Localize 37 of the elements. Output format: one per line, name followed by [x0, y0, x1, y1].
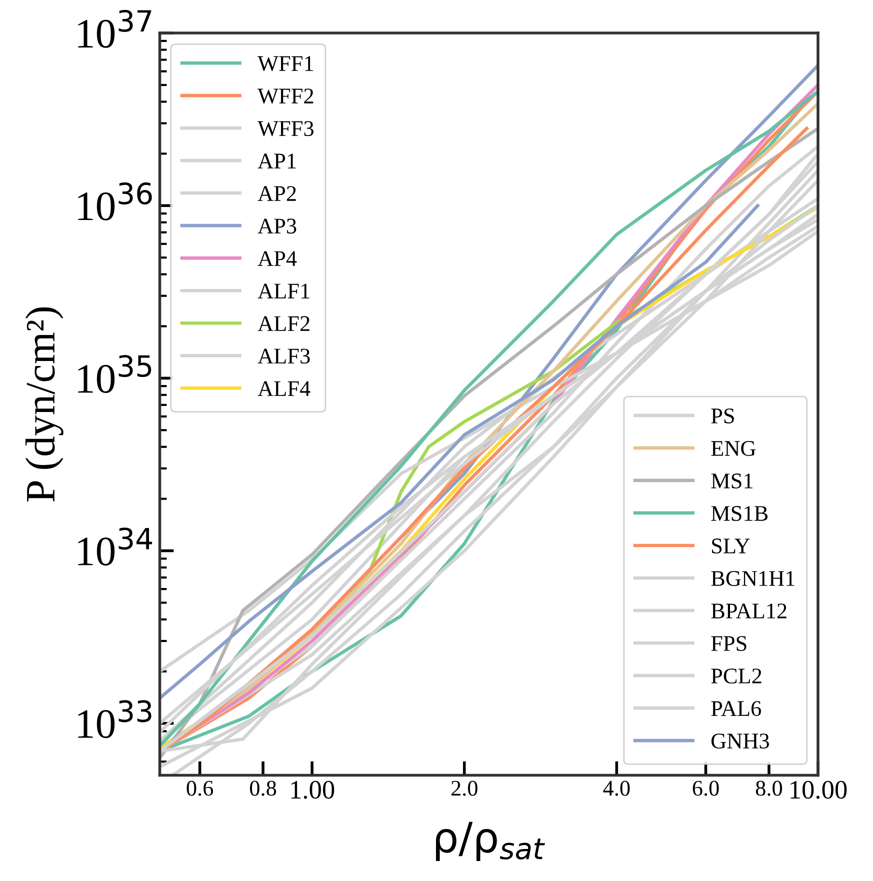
legend-label: ENG	[711, 441, 756, 456]
legend-label: ALF4	[258, 381, 310, 396]
x-tick-label: 2.0	[451, 780, 478, 796]
y-tick-label: 10$^{33}$	[78, 700, 152, 738]
y-tick-label: 10$^{36}$	[78, 182, 152, 220]
x-tick-label: 0.6	[186, 780, 214, 796]
legend-label: ALF1	[258, 284, 310, 298]
legend-label: ALF2	[258, 316, 310, 331]
y-tick-label: 10$^{37}$	[78, 10, 152, 48]
x-tick-label: 0.8	[250, 780, 276, 796]
legend-label: PCL2	[711, 668, 762, 684]
legend-label: FPS	[711, 636, 746, 652]
y-tick-label: 10$^{34}$	[78, 528, 152, 566]
x-tick-label: 4.0	[603, 780, 630, 796]
x-tick-label: 10.00	[790, 780, 847, 799]
legend-label: WFF3	[258, 121, 314, 136]
legend-label: SLY	[712, 538, 750, 554]
legend-label: AP3	[258, 218, 296, 234]
x-tick-label: 1.00	[291, 780, 334, 799]
legend-label: BPAL12	[711, 604, 786, 618]
legend-label: WFF1	[258, 56, 314, 72]
legend-label: AP4	[258, 251, 297, 266]
y-axis-title: P (dyn/cm²)	[25, 307, 64, 502]
legend-label: BGN1H1	[711, 571, 794, 586]
legend-label: AP2	[258, 186, 296, 201]
x-tick-label: 6.0	[692, 780, 719, 796]
y-tick-label: 10$^{35}$	[78, 354, 152, 394]
legend-label: WFF2	[258, 88, 314, 104]
legend-label: PS	[711, 408, 734, 424]
legend-label: PAL6	[711, 701, 761, 716]
x-axis-title: ρ/ρ$_{sat}$	[436, 822, 545, 861]
legend-label: MS1B	[711, 506, 768, 521]
legend-label: AP1	[258, 154, 296, 168]
legend-label: GNH3	[712, 734, 769, 749]
legend-label: ALF3	[258, 348, 310, 364]
x-tick-label: 8.0	[756, 780, 782, 796]
legend-label: MS1	[711, 474, 752, 488]
